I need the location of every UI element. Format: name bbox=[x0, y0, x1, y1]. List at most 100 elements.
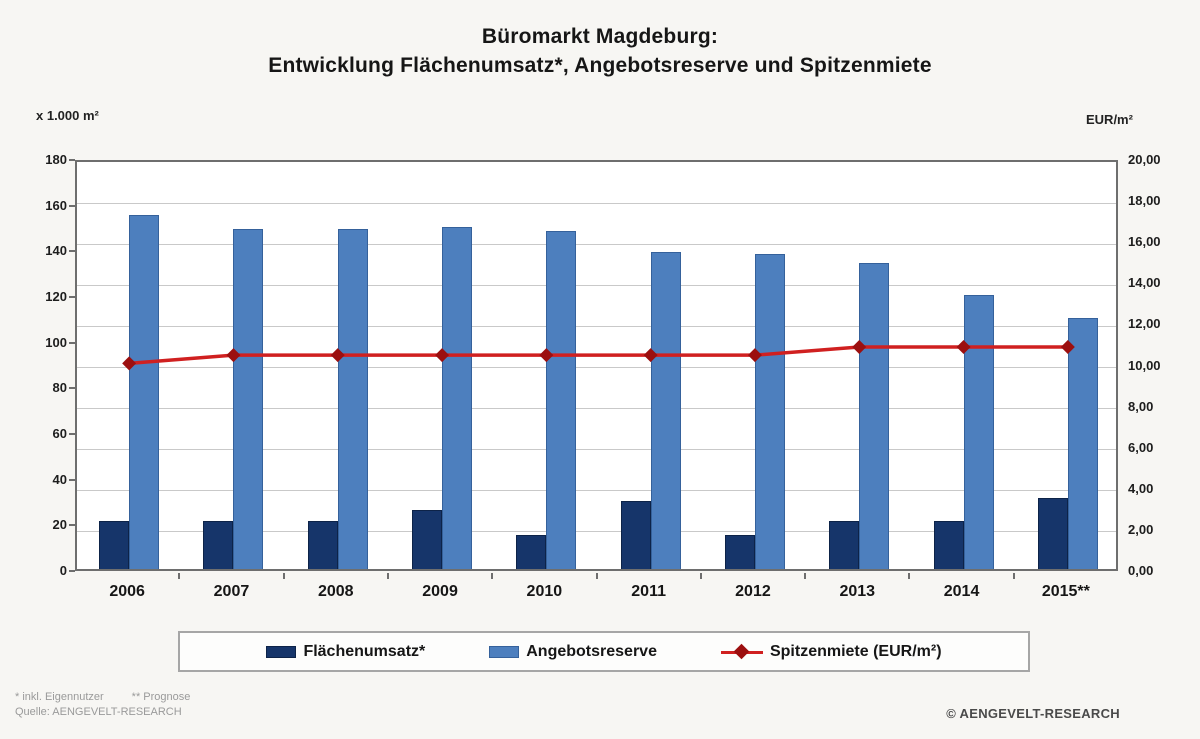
line-marker-2009 bbox=[435, 348, 450, 363]
diamond-marker-icon bbox=[733, 643, 750, 659]
chart-title-line1: Büromarkt Magdeburg: bbox=[481, 25, 719, 48]
line-marker-2012 bbox=[747, 348, 762, 363]
x-axis-tickmark bbox=[699, 573, 702, 579]
left-axis-tick: 120 bbox=[45, 289, 67, 304]
right-axis-tick: 18,00 bbox=[1128, 193, 1161, 209]
right-axis-tick: 12,00 bbox=[1128, 316, 1161, 332]
gridline bbox=[77, 408, 1116, 410]
right-axis-tick: 14,00 bbox=[1128, 275, 1161, 291]
line-marker-2006 bbox=[122, 356, 137, 371]
right-axis-tick: 10,00 bbox=[1128, 357, 1161, 373]
x-axis-label-2013: 2013 bbox=[839, 583, 876, 600]
legend-label: Angebotsreserve bbox=[526, 642, 657, 660]
bar-flaechenumsatz-2009 bbox=[412, 509, 443, 569]
angebotsreserve-swatch bbox=[489, 645, 520, 658]
bar-flaechenumsatz-2010 bbox=[516, 534, 547, 569]
bar-angebotsreserve-2007 bbox=[233, 228, 264, 569]
flaechenumsatz-swatch bbox=[266, 645, 297, 658]
left-axis-tick: 80 bbox=[52, 380, 67, 396]
line-marker-2015** bbox=[1060, 339, 1075, 354]
x-axis-tickmark bbox=[282, 573, 285, 579]
x-axis-label-2011: 2011 bbox=[631, 583, 666, 600]
spitzenmiete-swatch bbox=[720, 643, 763, 659]
left-axis-tickmark bbox=[69, 387, 75, 390]
legend-label: Spitzenmiete (EUR/m²) bbox=[769, 642, 942, 660]
bar-flaechenumsatz-2012 bbox=[724, 534, 755, 569]
gridline bbox=[77, 284, 1116, 286]
left-axis-tick: 160 bbox=[45, 197, 67, 213]
copyright: © AENGEVELT-RESEARCH bbox=[946, 706, 1120, 721]
bar-angebotsreserve-2009 bbox=[442, 226, 473, 569]
line-marker-2011 bbox=[643, 348, 658, 363]
footnotes: * inkl. Eigennutzer ** Prognose Quelle: A… bbox=[15, 690, 190, 720]
left-axis-tickmark bbox=[69, 570, 75, 572]
left-axis-tick: 40 bbox=[52, 471, 67, 487]
bar-angebotsreserve-2006 bbox=[129, 215, 160, 569]
x-axis-label-2006: 2006 bbox=[109, 583, 145, 600]
bar-angebotsreserve-2012 bbox=[754, 253, 785, 569]
right-axis-tick: 0,00 bbox=[1128, 563, 1154, 578]
line-marker-2007 bbox=[226, 348, 241, 363]
legend-item-flaechenumsatz: Flächenumsatz* bbox=[266, 643, 425, 661]
line-marker-2010 bbox=[539, 348, 554, 363]
line-marker-2008 bbox=[330, 348, 345, 363]
left-axis-tick: 20 bbox=[52, 517, 67, 533]
left-axis-tickmark bbox=[69, 433, 75, 435]
left-axis-tick: 180 bbox=[45, 152, 67, 167]
legend-label: Flächenumsatz* bbox=[303, 642, 426, 660]
x-axis-tickmark bbox=[804, 573, 807, 579]
bar-angebotsreserve-2011 bbox=[650, 251, 681, 569]
gridline bbox=[77, 243, 1116, 245]
x-axis-label-2014: 2014 bbox=[943, 583, 980, 600]
left-axis-tick: 140 bbox=[45, 243, 67, 259]
bar-angebotsreserve-2014 bbox=[963, 295, 994, 569]
right-axis-tick: 6,00 bbox=[1128, 439, 1154, 455]
line-marker-2013 bbox=[852, 339, 867, 354]
left-axis-tickmark bbox=[69, 524, 75, 527]
left-axis-unit-label: x 1.000 m² bbox=[36, 108, 99, 123]
bar-flaechenumsatz-2015** bbox=[1037, 498, 1068, 569]
bar-flaechenumsatz-2014 bbox=[933, 521, 964, 569]
spitzenmiete-line bbox=[122, 339, 1075, 371]
gridline bbox=[77, 202, 1116, 204]
gridline bbox=[77, 325, 1116, 327]
x-axis-tickmark bbox=[491, 573, 494, 579]
line-marker-2014 bbox=[956, 339, 971, 354]
footnote-source: Quelle: AENGEVELT-RESEARCH bbox=[15, 706, 182, 718]
x-axis-label-2009: 2009 bbox=[422, 583, 458, 600]
legend-item-angebotsreserve: Angebotsreserve bbox=[489, 643, 657, 661]
gridline bbox=[77, 531, 1116, 533]
bar-flaechenumsatz-2013 bbox=[829, 521, 860, 569]
x-axis-tickmark bbox=[178, 573, 181, 579]
gridline bbox=[77, 367, 1116, 368]
left-axis-tick: 0 bbox=[59, 563, 67, 578]
bar-flaechenumsatz-2011 bbox=[620, 500, 651, 569]
bar-angebotsreserve-2008 bbox=[337, 228, 368, 569]
plot-area bbox=[75, 160, 1118, 571]
left-axis-tickmark bbox=[69, 250, 75, 253]
chart-title-line2: Entwicklung Flächenumsatz*, Angebotsrese… bbox=[268, 54, 932, 77]
footnote-line1: * inkl. Eigennutzer ** Prognose bbox=[15, 691, 191, 703]
right-axis-tick: 4,00 bbox=[1128, 480, 1154, 496]
bar-angebotsreserve-2010 bbox=[546, 231, 577, 569]
left-axis-tick: 60 bbox=[52, 426, 67, 441]
x-axis-label-2015**: 2015** bbox=[1041, 583, 1090, 600]
right-axis-tick: 8,00 bbox=[1128, 398, 1154, 414]
gridline bbox=[77, 490, 1116, 492]
x-axis-tickmark bbox=[386, 573, 389, 579]
gridline bbox=[77, 449, 1116, 451]
bar-angebotsreserve-2015** bbox=[1067, 317, 1098, 569]
right-axis-tick: 16,00 bbox=[1128, 234, 1161, 250]
left-axis-tickmark bbox=[69, 296, 75, 298]
left-axis-tickmark bbox=[69, 478, 75, 481]
right-axis-tick: 20,00 bbox=[1128, 152, 1161, 167]
left-axis-tickmark bbox=[69, 341, 75, 344]
bar-flaechenumsatz-2006 bbox=[99, 521, 130, 569]
x-axis-tickmark bbox=[1012, 573, 1015, 579]
left-axis-tickmark bbox=[69, 204, 75, 207]
right-axis-tick: 2,00 bbox=[1128, 521, 1154, 537]
x-axis-tickmark bbox=[908, 573, 911, 579]
legend: Flächenumsatz* Angebotsreserve Spitzenmi… bbox=[178, 631, 1030, 672]
left-axis-tick: 100 bbox=[45, 334, 67, 350]
